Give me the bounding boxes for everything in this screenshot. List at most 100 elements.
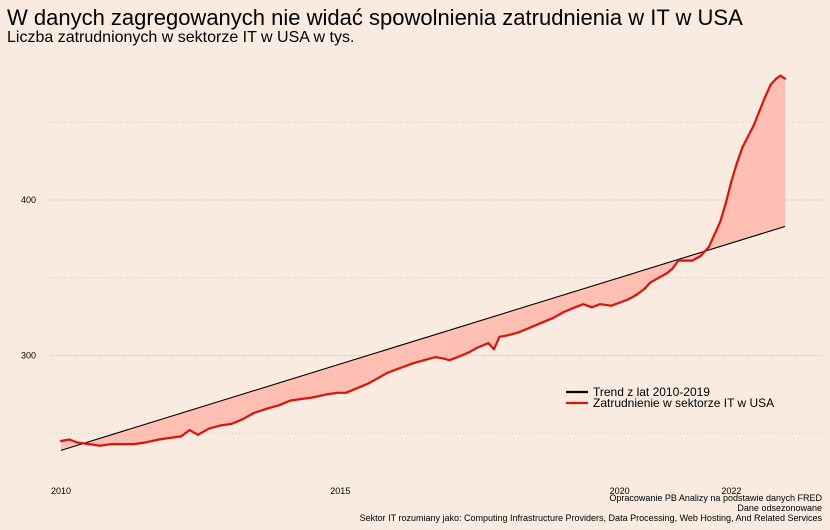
employment-point	[506, 334, 510, 337]
employment-point	[311, 396, 314, 399]
employment-point	[582, 303, 585, 306]
employment-line	[60, 74, 786, 447]
employment-point	[618, 301, 621, 304]
gridlines	[50, 121, 822, 434]
employment-point	[598, 303, 602, 306]
employment-point	[492, 348, 496, 351]
employment-point	[741, 146, 744, 149]
employment-point	[752, 124, 755, 127]
employment-point	[367, 382, 370, 385]
employment-point	[196, 433, 199, 436]
employment-point	[666, 271, 669, 275]
employment-point	[730, 180, 733, 183]
caption: Opracowanie PB Analizy na podstawie dany…	[360, 493, 823, 523]
employment-point	[671, 267, 674, 270]
employment-point	[707, 245, 711, 248]
employment-point	[87, 443, 91, 446]
caption-source: Opracowanie PB Analizy na podstawie dany…	[609, 493, 822, 503]
x-tick-label: 2022	[721, 486, 741, 496]
employment-point	[769, 83, 772, 87]
employment-point	[121, 443, 124, 446]
employment-point	[779, 74, 782, 77]
employment-point	[99, 444, 102, 447]
employment-point	[277, 404, 280, 407]
employment-point	[403, 365, 406, 368]
employment-point	[783, 77, 787, 80]
employment-points	[59, 74, 787, 447]
employment-point	[635, 293, 638, 296]
x-tick-label: 2020	[610, 486, 630, 496]
employment-point	[657, 276, 660, 279]
employment-point	[747, 135, 750, 138]
chart-title: W danych zagregowanych nie widać spowoln…	[7, 5, 743, 30]
employment-point	[266, 407, 269, 410]
employment-point	[143, 441, 146, 444]
employment-point	[188, 429, 191, 432]
employment-point	[724, 202, 727, 205]
employment-point	[735, 161, 739, 164]
employment-point	[590, 306, 593, 309]
employment-point	[132, 443, 135, 446]
employment-point	[763, 96, 766, 99]
employment-point	[395, 368, 398, 371]
employment-point	[378, 376, 381, 379]
employment-point	[649, 281, 652, 284]
y-axis-ticks: 300 400	[21, 195, 36, 361]
employment-point	[691, 259, 694, 262]
employment-point	[76, 441, 79, 444]
employment-point	[529, 326, 532, 329]
x-tick-label: 2015	[330, 486, 350, 496]
employment-point	[300, 397, 303, 401]
employment-point	[610, 304, 613, 307]
legend: Trend z lat 2010-2019 Zatrudnienie w sek…	[566, 385, 774, 410]
y-tick-label: 400	[21, 195, 36, 205]
employment-point	[411, 362, 415, 365]
employment-point	[476, 346, 479, 349]
employment-point	[643, 287, 646, 290]
employment-point	[682, 259, 685, 262]
employment-point	[562, 310, 565, 314]
employment-point	[241, 418, 244, 421]
employment-point	[774, 77, 778, 80]
employment-point	[517, 331, 521, 334]
employment-point	[386, 371, 389, 374]
employment-point	[59, 439, 63, 443]
employment-point	[442, 357, 445, 360]
caption-seasonal: Dane odsezonowane	[737, 503, 822, 513]
legend-employment-label: Zatrudnienie w sektorze IT w USA	[593, 396, 774, 410]
legend-trend-label: Trend z lat 2010-2019	[593, 385, 710, 399]
caption-definition: Sektor IT rozumiany jako: Computing Infr…	[360, 513, 823, 523]
employment-point	[467, 351, 470, 354]
employment-point	[252, 411, 255, 415]
employment-point	[758, 110, 761, 113]
employment-point	[699, 254, 702, 258]
y-tick-label: 300	[21, 351, 36, 361]
employment-point	[68, 438, 71, 441]
employment-point	[423, 359, 426, 362]
employment-point	[336, 391, 339, 394]
employment-point	[719, 220, 722, 223]
chart-subtitle: Liczba zatrudnionych w sektorze IT w USA…	[7, 29, 354, 46]
employment-point	[180, 435, 183, 438]
employment-point	[677, 259, 680, 262]
employment-point	[355, 387, 359, 390]
employment-point	[448, 359, 451, 362]
employment-point	[540, 321, 543, 324]
x-axis-ticks: 2010 2015 2020 2022	[51, 486, 741, 496]
employment-point	[713, 233, 716, 236]
trend-line	[60, 225, 786, 451]
employment-point	[157, 438, 160, 441]
employment-point	[498, 335, 501, 338]
employment-point	[168, 436, 172, 440]
employment-point	[219, 424, 222, 427]
employment-point	[230, 422, 233, 426]
employment-point	[434, 355, 437, 359]
employment-point	[110, 443, 113, 446]
employment-point	[487, 341, 490, 345]
x-tick-label: 2010	[51, 486, 71, 496]
employment-point	[344, 391, 348, 394]
employment-point	[551, 317, 554, 320]
employment-point	[626, 298, 630, 301]
employment-point	[288, 399, 292, 402]
